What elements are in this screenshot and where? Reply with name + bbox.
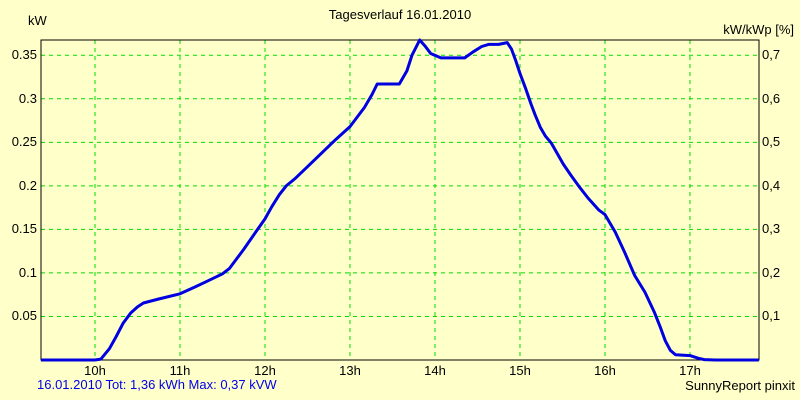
- left-axis-tick-label: 0.15: [11, 221, 37, 237]
- left-axis-unit-label: kW: [28, 13, 47, 28]
- left-axis-tick-label: 0.3: [18, 90, 37, 106]
- right-axis-tick-label: 0,2: [762, 264, 781, 280]
- x-axis-tick-label: 14h: [424, 363, 446, 378]
- right-axis-tick-label: 0,7: [762, 47, 781, 63]
- right-axis-tick-label: 0,5: [762, 134, 781, 150]
- x-axis-tick-label: 15h: [509, 363, 531, 378]
- left-axis-tick-label: 0.05: [11, 308, 37, 324]
- power-curve: [41, 38, 759, 362]
- left-axis-tick-label: 0.35: [11, 47, 37, 63]
- right-axis-unit-label: kW/kWp [%]: [723, 22, 794, 37]
- left-axis-tick-label: 0.1: [18, 264, 37, 280]
- x-axis-tick-label: 10h: [84, 363, 106, 378]
- right-axis-tick-label: 0,1: [762, 308, 781, 324]
- left-axis-tick-label: 0.2: [18, 177, 37, 193]
- x-axis-tick-label: 13h: [339, 363, 361, 378]
- right-axis-tick-label: 0,6: [762, 90, 781, 106]
- x-axis-tick-label: 11h: [169, 363, 191, 378]
- daily-summary-text: 16.01.2010 Tot: 1,36 kWh Max: 0,37 kVW: [37, 377, 277, 392]
- x-axis-tick-label: 17h: [679, 363, 701, 378]
- right-axis-tick-label: 0,4: [762, 177, 781, 193]
- chart-title: Tagesverlauf 16.01.2010: [328, 7, 472, 22]
- x-axis-tick-label: 16h: [594, 363, 616, 378]
- plot-frame: [40, 39, 760, 361]
- app-credit-text: SunnyReport pinxit: [685, 378, 795, 393]
- left-axis-tick-label: 0.25: [11, 134, 37, 150]
- right-axis-tick-label: 0,3: [762, 221, 781, 237]
- x-axis-tick-label: 12h: [254, 363, 276, 378]
